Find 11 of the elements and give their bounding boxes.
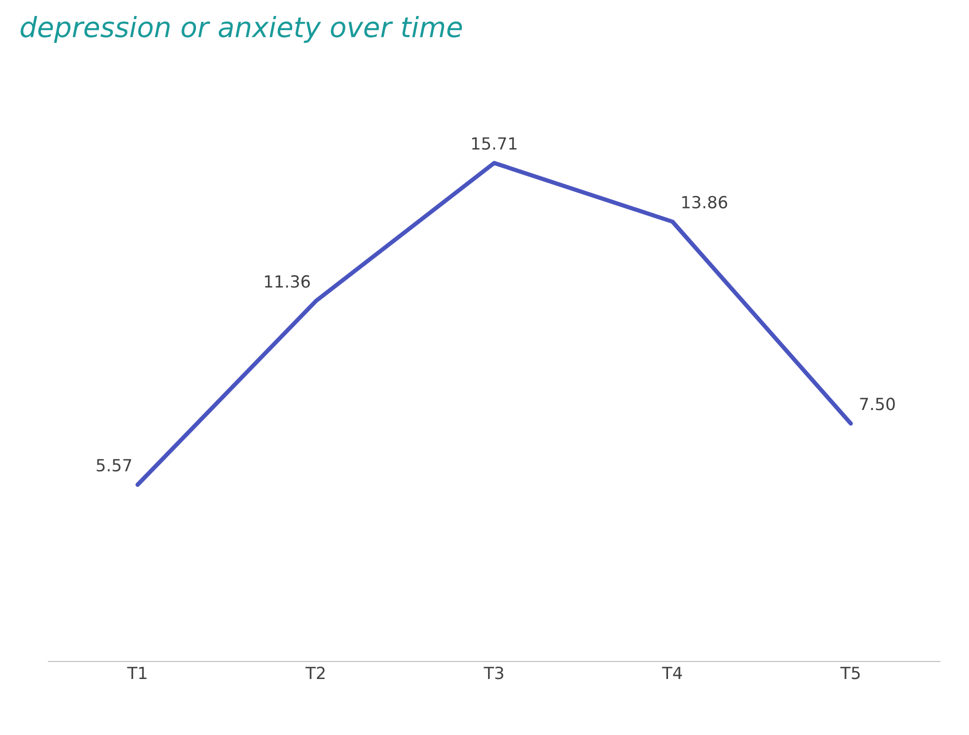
- data-label: 15.71: [472, 137, 517, 150]
- chart-title: depression or anxiety over time: [20, 16, 462, 43]
- data-label: 5.57: [96, 459, 132, 472]
- data-label: 13.86: [682, 196, 728, 208]
- data-label: 7.50: [860, 398, 895, 410]
- x-tick-label: T1: [127, 666, 146, 680]
- x-tick-label: T4: [662, 666, 682, 680]
- x-tick-label: T5: [840, 666, 860, 680]
- x-tick-label: T2: [305, 666, 325, 680]
- x-tick-label: T3: [484, 666, 504, 680]
- data-label: 11.36: [265, 275, 310, 288]
